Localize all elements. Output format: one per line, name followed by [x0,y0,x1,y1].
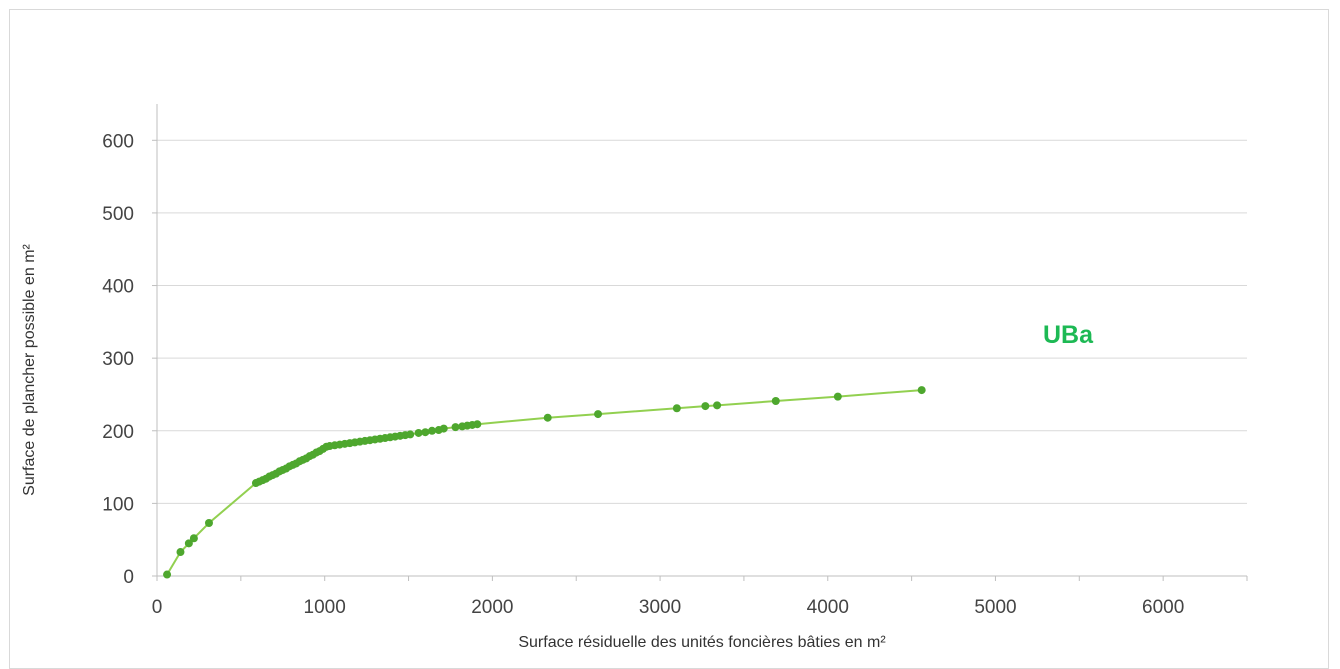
plot-area [163,386,926,579]
data-point [414,428,423,437]
y-tick-label: 600 [102,131,134,152]
data-point [543,413,552,422]
y-tick-label: 500 [102,204,134,225]
data-point [833,392,842,401]
data-point [594,410,603,419]
axes [152,104,1248,581]
data-point [406,430,415,439]
data-point [428,426,437,435]
y-tick-label: 200 [102,422,134,443]
x-axis-ticks: 0 1000 2000 3000 4000 5000 6000 [152,597,1185,618]
chart-frame [9,9,1329,669]
data-point [421,428,430,437]
data-point [176,548,185,557]
x-tick-label: 4000 [807,597,849,618]
data-point [701,402,710,411]
x-tick-label: 2000 [471,597,513,618]
y-tick-label: 400 [102,277,134,298]
data-point [713,401,722,410]
gridlines [157,139,1247,504]
y-axis-title: Surface de plancher possible en m² [21,243,38,495]
y-tick-label: 300 [102,349,134,370]
data-point [672,404,681,413]
data-point [917,386,926,395]
y-axis-ticks: 0 100 200 300 400 500 600 [102,131,134,588]
x-tick-label: 6000 [1142,597,1184,618]
data-point [184,539,193,548]
y-tick-label: 0 [123,567,134,588]
y-tick-label: 100 [102,494,134,515]
x-tick-label: 5000 [974,597,1016,618]
series-annotation: UBa [1043,321,1094,349]
data-point [439,424,448,433]
data-point [451,423,460,432]
data-point [473,420,482,429]
x-tick-label: 1000 [304,597,346,618]
data-point [189,534,198,543]
data-point [163,570,172,579]
data-point [771,396,780,405]
data-point [204,518,213,527]
x-tick-label: 3000 [639,597,681,618]
x-tick-label: 0 [152,597,163,618]
x-axis-title: Surface résiduelle des unités foncières … [518,634,886,651]
